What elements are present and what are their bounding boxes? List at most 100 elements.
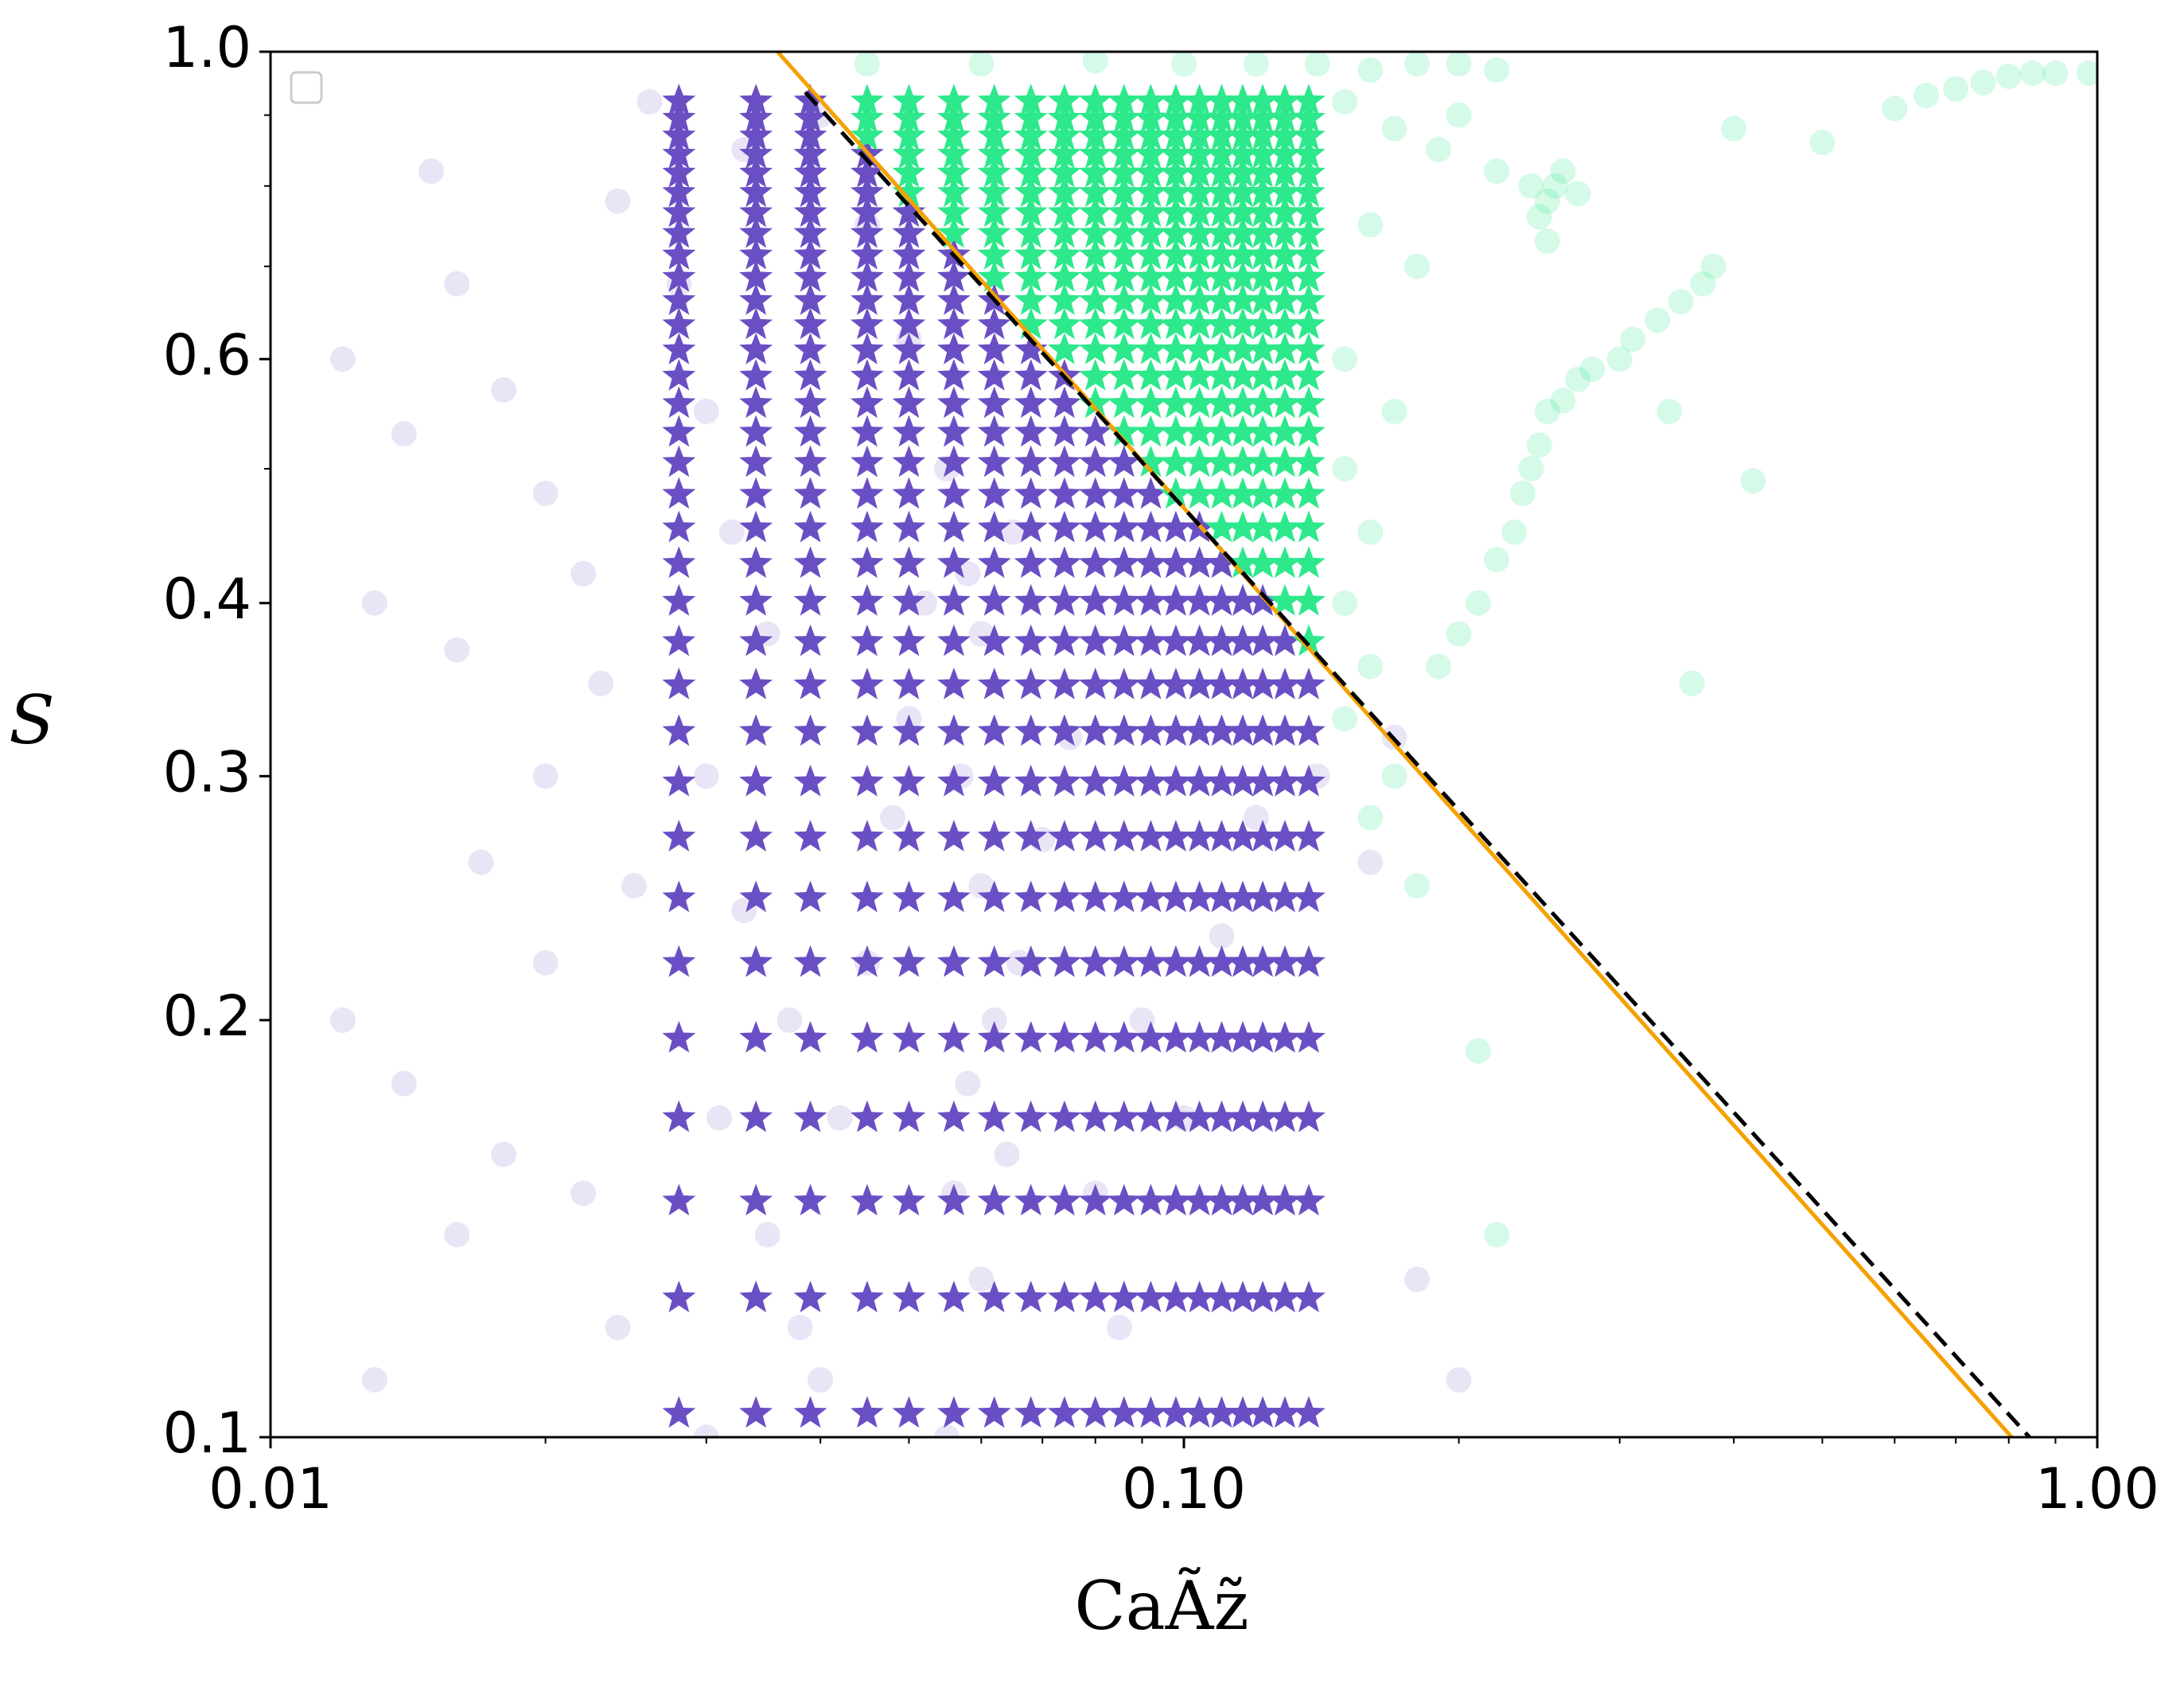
star-point xyxy=(937,764,971,797)
star-point xyxy=(1159,100,1193,133)
star-point xyxy=(1182,1020,1217,1053)
star-point xyxy=(1246,216,1280,248)
star-point xyxy=(1048,386,1081,419)
star-point xyxy=(1014,880,1048,913)
scatter-point xyxy=(605,188,631,214)
star-point xyxy=(1292,84,1326,115)
star-point xyxy=(977,764,1011,797)
scatter-point xyxy=(777,1007,803,1033)
scatter-point xyxy=(693,399,719,425)
star-point xyxy=(1205,84,1239,115)
star-point xyxy=(1246,880,1280,913)
star-point xyxy=(1182,1396,1217,1428)
star-point xyxy=(892,583,926,616)
star-point xyxy=(1205,307,1239,340)
scatter-point xyxy=(1501,519,1528,545)
star-point xyxy=(1078,137,1112,169)
scatter-point xyxy=(329,346,356,372)
star-point xyxy=(851,333,884,364)
scatter-point xyxy=(1446,102,1472,128)
star-point xyxy=(1107,283,1141,315)
star-point xyxy=(937,283,971,315)
star-point xyxy=(739,546,773,579)
star-point xyxy=(937,880,971,913)
star-point xyxy=(1268,195,1302,228)
star-point xyxy=(892,100,926,133)
x-axis-label: CaÃz̃ xyxy=(1074,1567,1248,1645)
star-point xyxy=(662,820,696,852)
star-point xyxy=(1048,624,1081,657)
star-point xyxy=(1134,237,1168,270)
star-point xyxy=(1078,100,1112,133)
star-point xyxy=(1107,1280,1141,1313)
star-point xyxy=(1048,764,1081,797)
star-point xyxy=(739,259,773,292)
scatter-point xyxy=(1645,307,1671,333)
star-point xyxy=(1048,155,1081,188)
scatter-point xyxy=(1526,204,1552,230)
star-point xyxy=(662,415,696,447)
scatter-point xyxy=(693,1424,719,1437)
scatter-point xyxy=(1679,670,1705,696)
scatter-point xyxy=(1550,388,1576,414)
star-point xyxy=(1159,119,1193,150)
star-point xyxy=(1226,259,1259,292)
star-point xyxy=(1226,445,1259,477)
star-point xyxy=(1226,477,1259,509)
star-point xyxy=(1182,119,1217,150)
star-point xyxy=(662,945,696,977)
star-point xyxy=(1205,714,1239,746)
star-point xyxy=(1226,237,1259,270)
star-point xyxy=(977,155,1011,188)
scatter-point xyxy=(718,519,745,545)
star-point xyxy=(1159,359,1193,391)
scatter-point xyxy=(637,89,663,115)
star-point xyxy=(1268,714,1302,746)
star-point xyxy=(1107,1020,1141,1053)
star-point xyxy=(977,546,1011,579)
star-point xyxy=(977,137,1011,169)
star-point xyxy=(1268,546,1302,579)
star-point xyxy=(1292,119,1326,150)
star-point xyxy=(1182,100,1217,133)
star-point xyxy=(1048,945,1081,977)
star-point xyxy=(1048,259,1081,292)
star-point xyxy=(977,477,1011,509)
star-point xyxy=(1014,667,1048,700)
scatter-point xyxy=(981,1007,1007,1033)
star-point xyxy=(1014,624,1048,657)
star-point xyxy=(1134,137,1168,169)
star-point xyxy=(1107,546,1141,579)
star-point xyxy=(1159,546,1193,579)
star-point xyxy=(739,1020,773,1053)
star-point xyxy=(1246,283,1280,315)
star-point xyxy=(1268,1020,1302,1053)
scatter-point xyxy=(1740,468,1766,494)
star-point xyxy=(1048,216,1081,248)
star-point xyxy=(1182,237,1217,270)
star-point xyxy=(1134,386,1168,419)
star-point xyxy=(937,945,971,977)
star-point xyxy=(977,445,1011,477)
star-point xyxy=(1134,333,1168,364)
star-point xyxy=(1246,84,1280,115)
scatter-point xyxy=(1484,1222,1510,1248)
scatter-point xyxy=(1332,590,1358,616)
star-point xyxy=(1268,333,1302,364)
star-point xyxy=(662,84,696,115)
star-point xyxy=(662,1396,696,1428)
star-point xyxy=(1246,415,1280,447)
scatter-point xyxy=(1484,547,1510,573)
star-point xyxy=(892,1280,926,1313)
star-point xyxy=(892,880,926,913)
star-point xyxy=(1159,1100,1193,1132)
star-point xyxy=(1048,1183,1081,1216)
scatter-point xyxy=(605,1315,631,1341)
star-point xyxy=(793,155,827,188)
scatter-point xyxy=(1426,136,1452,162)
star-point xyxy=(1205,1183,1239,1216)
star-point xyxy=(739,945,773,977)
star-point xyxy=(793,237,827,270)
star-point xyxy=(1268,1280,1302,1313)
star-point xyxy=(1268,880,1302,913)
